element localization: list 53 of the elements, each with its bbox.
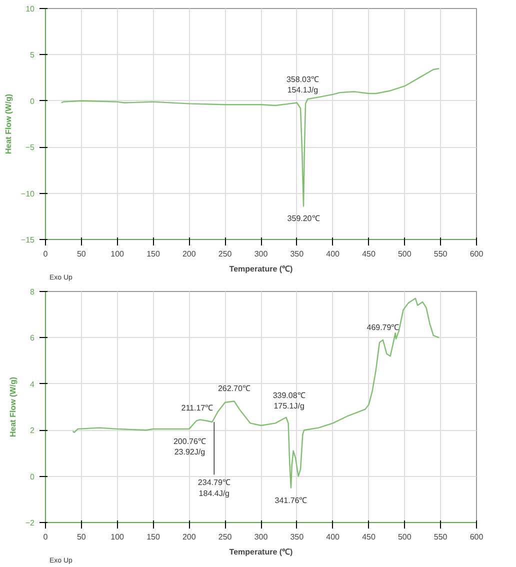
x-tick-label: 150 [146, 250, 160, 258]
x-axis-title: Temperature (℃) [229, 264, 294, 274]
x-tick-label: 500 [398, 250, 412, 258]
x-tick-label: 100 [110, 250, 125, 258]
y-axis-title: Heat Flow (W/g) [4, 94, 13, 154]
x-tick-label: 50 [76, 532, 86, 542]
x-axis-title: Temperature (℃) [229, 548, 294, 556]
x-tick-label: 400 [326, 532, 340, 542]
x-tick-label: 250 [218, 250, 232, 258]
x-tick-label: 50 [76, 250, 86, 258]
y-tick-label: 5 [30, 50, 36, 60]
y-axis-title: Heat Flow (W/g) [8, 376, 18, 437]
y-tick-label: 2 [30, 426, 36, 436]
x-tick-label: 550 [434, 250, 448, 258]
y-tick-label: 6 [30, 334, 36, 343]
line-series [60, 68, 440, 207]
annotation: 358.03℃ 154.1J/g [286, 74, 319, 95]
y-tick-label: 0 [30, 472, 36, 482]
y-tick-label: −5 [25, 143, 36, 152]
y-tick-label: 4 [30, 380, 36, 389]
x-tick-label: 300 [254, 532, 268, 542]
y-tick-label: −15 [20, 236, 36, 244]
annotation: 234.79℃ 184.4J/g [198, 478, 230, 498]
x-tick-label: 0 [43, 250, 48, 258]
x-tick-label: 300 [254, 250, 268, 258]
x-tick-label: 600 [470, 250, 484, 258]
y-tick-label: 8 [30, 288, 36, 296]
annotation: 200.76℃ 23.92J/g [173, 436, 206, 457]
line-series [72, 298, 440, 488]
y-tick-label: −2 [25, 518, 36, 528]
y-tick-label: −10 [20, 189, 36, 198]
x-tick-label: 600 [470, 532, 484, 542]
x-tick-label: 250 [218, 532, 232, 542]
x-tick-label: 150 [146, 532, 160, 542]
x-tick-label: 450 [362, 532, 376, 542]
annotation: 339.08℃ 175.1J/g [272, 390, 306, 411]
x-tick-label: 550 [434, 532, 448, 542]
x-tick-label: 500 [398, 532, 412, 542]
x-tick-label: 450 [362, 250, 376, 258]
y-tick-label: 0 [30, 96, 36, 106]
annotation: 359.20℃ [287, 214, 320, 224]
annotation: 262.70℃ [218, 384, 250, 394]
x-tick-label: 400 [326, 250, 340, 258]
x-tick-label: 350 [290, 532, 304, 542]
annotation: 211.17℃ [181, 404, 214, 413]
x-tick-label: 200 [182, 250, 196, 258]
x-tick-label: 350 [290, 250, 304, 258]
x-tick-label: 200 [182, 532, 196, 542]
annotation: 341.76℃ [274, 496, 308, 505]
y-tick-label: 10 [26, 4, 36, 14]
x-tick-label: 100 [110, 532, 125, 542]
annotation: 469.79℃ [366, 323, 400, 332]
x-tick-label: 0 [43, 532, 48, 542]
